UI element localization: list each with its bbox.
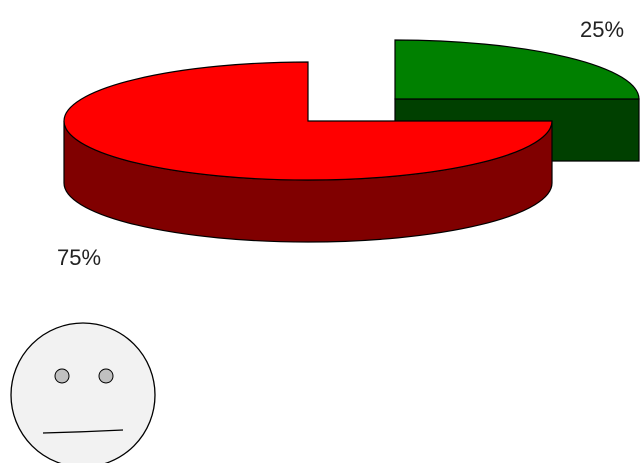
pie-slice-top-25 xyxy=(394,39,640,100)
face-left-eye xyxy=(54,368,70,384)
face-mouth xyxy=(42,429,124,434)
face-outline xyxy=(10,322,156,463)
face-right-eye xyxy=(98,368,114,384)
pie-slice-group-75 xyxy=(63,61,553,243)
data-label-25: 25% xyxy=(580,17,624,42)
data-label-75: 75% xyxy=(57,245,101,270)
pie-slice-top-75 xyxy=(63,61,553,181)
